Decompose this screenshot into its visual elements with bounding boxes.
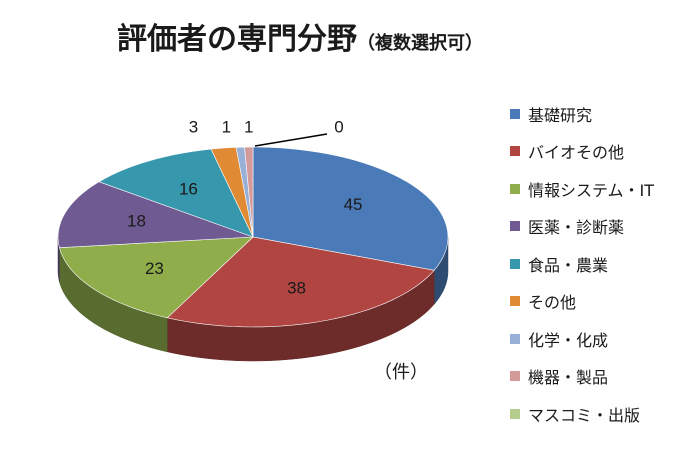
chart-title-main: 評価者の専門分野: [117, 22, 357, 57]
legend-swatch-3: [510, 221, 520, 232]
pie-slice-2: [58, 236, 254, 319]
legend-label-2: 情報システム・IT: [528, 180, 655, 200]
data-labels: 45 38 23 18 16 3 1 1 0: [127, 117, 362, 297]
leader-line-8: [254, 133, 328, 147]
pie-slice-3: [57, 181, 254, 249]
legend-item-1: バイオその他: [510, 138, 654, 166]
legend-item-6: 化学・化成: [510, 325, 654, 353]
data-label-3: 18: [127, 212, 146, 231]
chart-title: 評価者の専門分野（複数選択可）: [0, 14, 600, 58]
data-label-5: 3: [189, 117, 198, 136]
pie-slice-4: [98, 148, 254, 238]
pie-slice-1: [166, 236, 435, 328]
data-label-8: 0: [334, 117, 343, 136]
pie-slices: [57, 146, 449, 328]
legend-swatch-5: [510, 296, 520, 307]
legend-swatch-0: [510, 108, 520, 119]
legend-swatch-8: [510, 408, 520, 419]
legend-label-4: 食品・農業: [528, 255, 609, 275]
legend: 基礎研究バイオその他情報システム・IT 医薬・診断薬 食品・農業その他化学・化成機器…: [510, 100, 654, 438]
legend-item-0: 基礎研究: [510, 100, 654, 128]
data-label-1: 38: [287, 279, 306, 298]
legend-swatch-6: [510, 333, 520, 344]
legend-label-8: マスコミ・出版: [528, 405, 641, 425]
data-label-7: 1: [244, 117, 253, 136]
legend-item-8: マスコミ・出版: [510, 400, 654, 428]
legend-label-5: その他: [528, 293, 577, 313]
legend-item-3: 医薬・診断薬: [510, 213, 654, 241]
legend-label-7: 機器・製品: [528, 368, 609, 388]
legend-swatch-1: [510, 146, 520, 157]
pie-slice-0: [252, 146, 449, 271]
legend-label-0: 基礎研究: [528, 105, 593, 125]
data-label-6: 1: [222, 117, 231, 136]
legend-item-7: 機器・製品: [510, 363, 654, 391]
unit-label: （件）: [374, 362, 428, 383]
legend-item-4: 食品・農業: [510, 250, 654, 278]
legend-item-5: その他: [510, 288, 654, 316]
data-label-0: 45: [344, 195, 363, 214]
legend-item-2: 情報システム・IT: [510, 175, 654, 203]
legend-swatch-4: [510, 258, 520, 269]
data-label-4: 16: [179, 179, 198, 198]
legend-swatch-2: [510, 183, 520, 194]
legend-label-6: 化学・化成: [528, 330, 609, 350]
legend-swatch-7: [510, 371, 520, 382]
legend-label-1: バイオその他: [528, 143, 625, 163]
data-label-2: 23: [145, 259, 164, 278]
legend-label-3: 医薬・診断薬: [528, 218, 625, 238]
pie-slice-7: [244, 146, 254, 238]
chart-title-sub: （複数選択可）: [357, 33, 483, 54]
